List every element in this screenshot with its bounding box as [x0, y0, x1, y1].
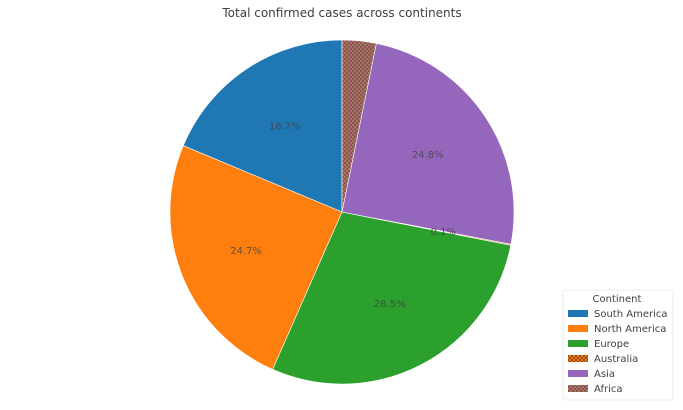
pie-slice-asia — [341, 43, 515, 245]
chart-title: Total confirmed cases across continents — [221, 6, 461, 20]
pie-slice-south-america — [182, 39, 343, 213]
legend-label-africa: Africa — [594, 384, 623, 395]
pct-label-asia: 24.8% — [412, 150, 444, 161]
legend-swatch-europe — [568, 340, 588, 347]
legend: Continent South America North America Euro… — [562, 289, 674, 401]
pct-label-europe: 28.5% — [374, 299, 406, 310]
legend-swatch-south-america — [568, 310, 588, 317]
legend-frame — [562, 289, 674, 401]
legend-label-south-america: South America — [594, 309, 668, 320]
legend-items: South America North America Europe Australi… — [568, 309, 668, 395]
pie-slices — [169, 39, 515, 385]
legend-swatch-asia — [568, 370, 588, 377]
pie-slice-north-america — [169, 145, 343, 370]
legend-label-australia: Australia — [594, 354, 638, 365]
pie-slice-africa — [341, 39, 377, 213]
pct-label-north-america: 24.7% — [230, 246, 262, 257]
legend-label-europe: Europe — [594, 339, 629, 350]
pct-label-south-america: 18.7% — [269, 122, 301, 133]
legend-swatch-africa — [568, 385, 588, 392]
legend-label-asia: Asia — [594, 369, 615, 380]
percentage-labels: 18.7% 24.7% 28.5% 0.1% 24.8% — [230, 122, 456, 310]
legend-label-north-america: North America — [594, 324, 666, 335]
legend-title: Continent — [593, 294, 642, 305]
pct-label-australia: 0.1% — [431, 227, 456, 238]
legend-swatch-north-america — [568, 325, 588, 332]
pie-slice-europe — [272, 211, 512, 385]
legend-swatch-australia — [568, 355, 588, 362]
